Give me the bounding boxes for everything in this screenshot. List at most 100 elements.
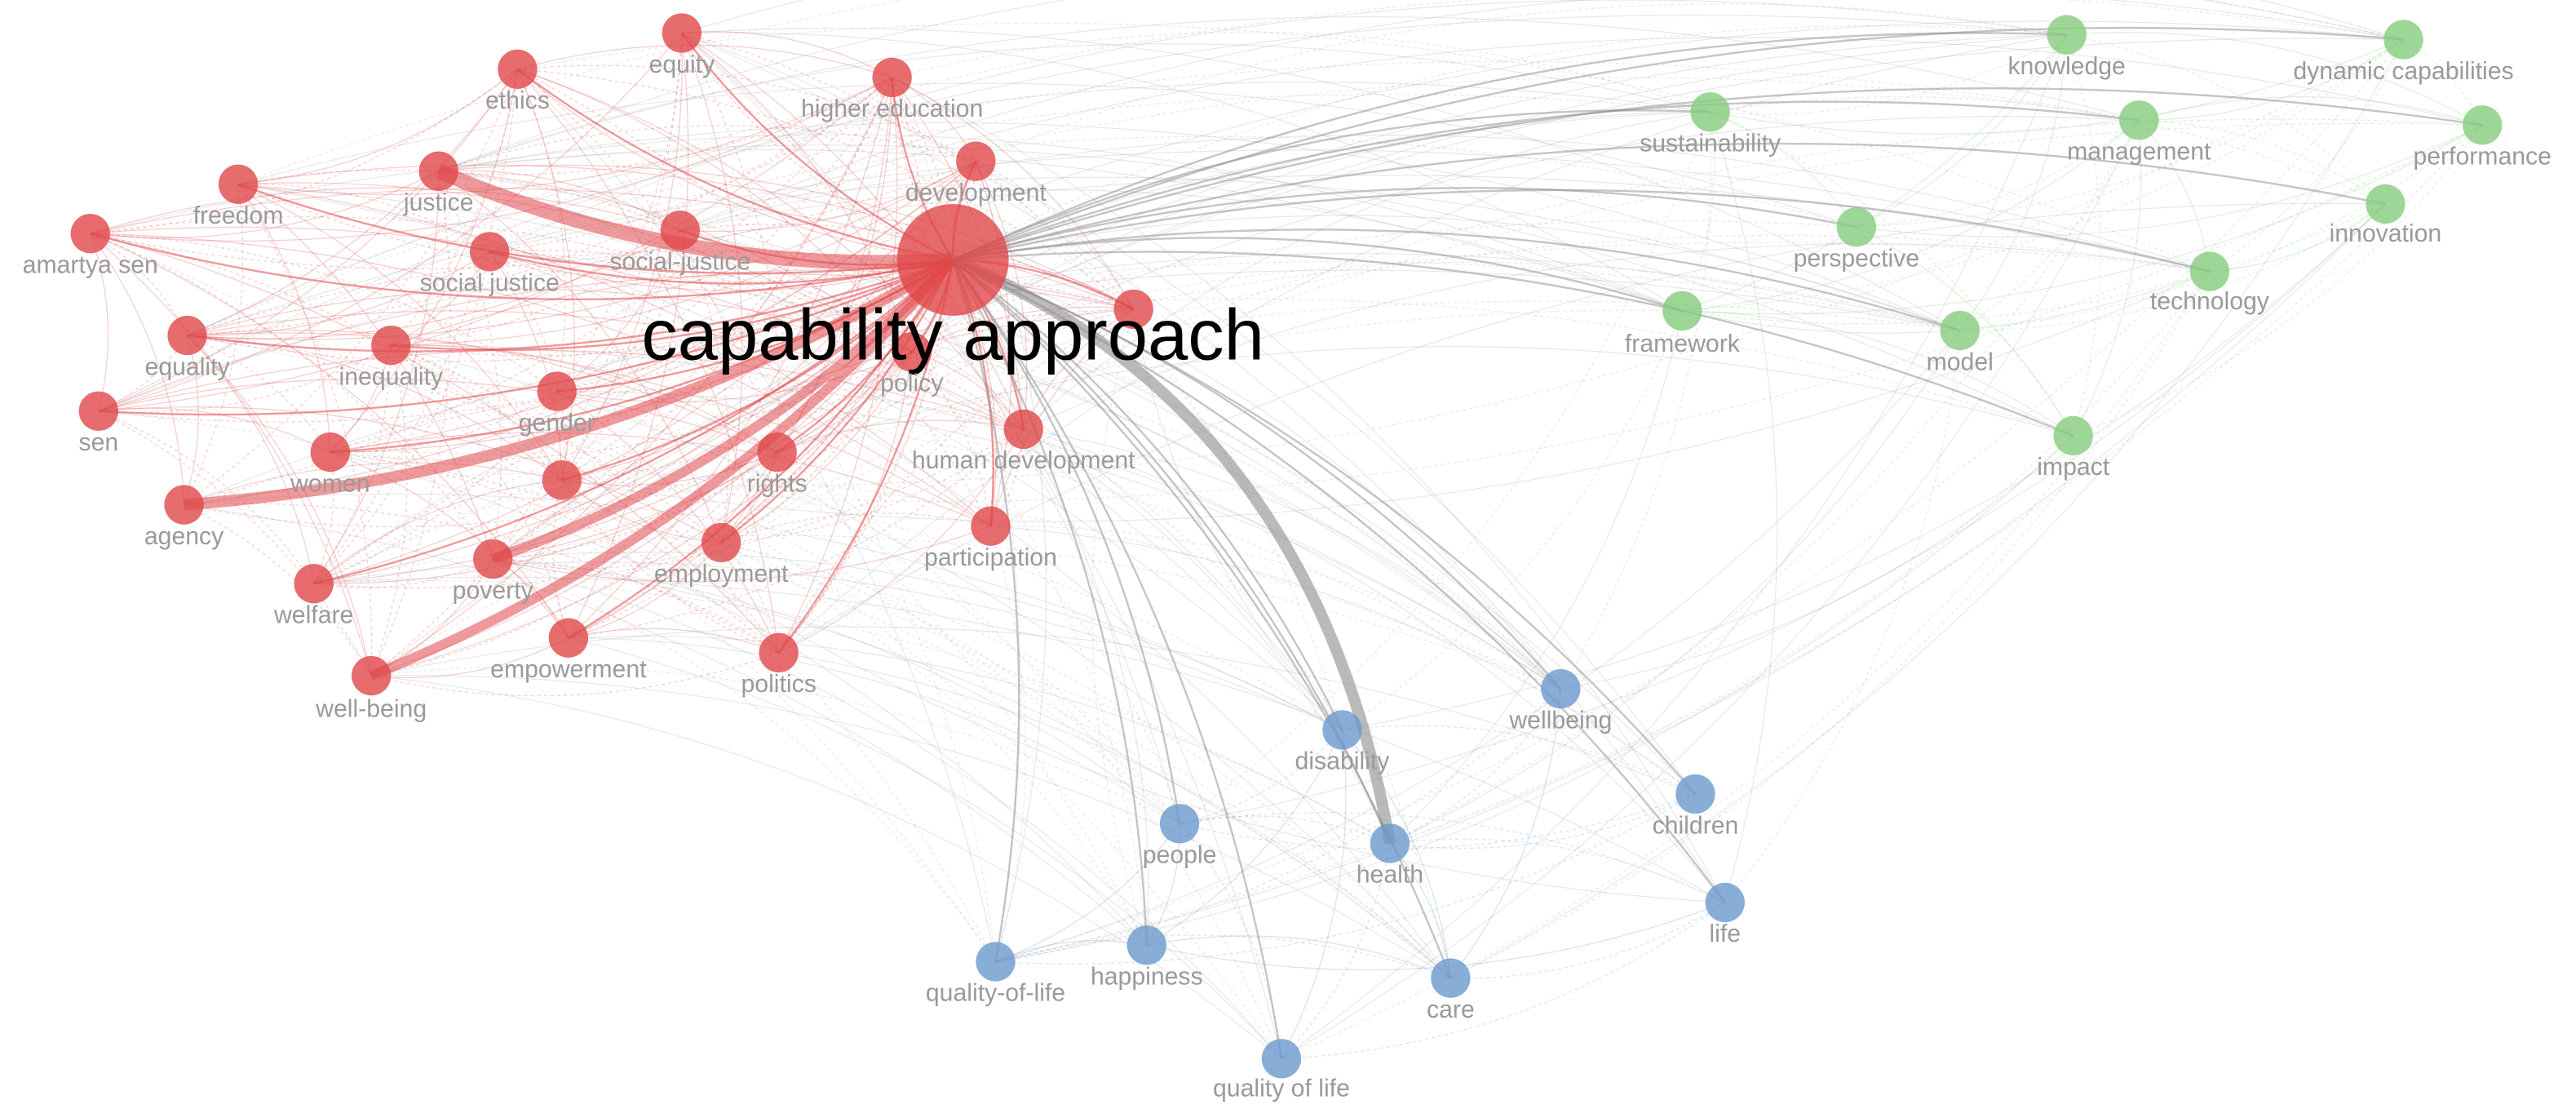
edge [681,0,2404,41]
edge [681,32,1726,903]
node-label: life [1709,921,1741,947]
node [1159,804,1200,844]
edge [90,216,913,353]
edge [369,256,957,681]
edge [184,504,1148,946]
edge [1281,843,1391,1059]
edge [2073,120,2142,437]
node-label: wellbeing [1508,707,1612,734]
edge [1023,428,1149,946]
edge [370,77,893,677]
edge [438,77,892,175]
edge [313,260,954,584]
edge [517,22,2211,273]
edge [952,109,1711,261]
edge [1450,689,1561,978]
node-label: policy [880,370,944,397]
edge [492,77,893,560]
edge [1023,243,2210,430]
edge [391,344,563,481]
edge [492,33,683,560]
edge [1023,308,1134,430]
edge [493,551,1343,730]
edge [556,390,1180,824]
node-label: welfare [273,601,353,628]
edge [313,428,1025,588]
edge [187,251,490,336]
node [537,371,577,411]
edge [561,479,1725,903]
edge [679,229,997,962]
node [971,506,1011,546]
edge [952,259,1561,690]
edge [313,479,562,584]
edge [720,512,991,543]
edge [1281,902,1726,1059]
edge [493,558,1282,1059]
edge [90,233,558,393]
edge [489,77,893,252]
edge [1710,111,1857,228]
edge [489,251,1451,978]
edge [438,144,2074,437]
edge [98,349,1024,430]
edge [568,259,954,639]
edge [1389,793,1696,849]
edge [516,69,997,962]
edge [1179,793,1696,850]
node [1940,310,1980,351]
edge [517,69,1025,430]
edge [184,77,893,506]
edge [391,344,997,962]
edge [184,69,518,506]
edge [98,410,315,584]
edge [187,335,722,543]
edge [1710,111,1778,903]
edge [1023,428,1391,844]
edge [90,233,109,411]
node-label: amartya sen [23,251,158,278]
edge [313,220,1857,584]
edge [679,37,2483,231]
edge [552,480,569,638]
node [542,460,582,500]
edge [2139,39,2404,121]
node [1126,925,1166,965]
node [976,942,1016,982]
edge [952,142,2386,261]
edge [98,69,518,412]
edge [995,203,2386,963]
edge [561,77,893,481]
edge [98,410,1451,979]
edge [313,242,2210,584]
node [956,141,996,181]
edge [90,171,440,238]
edge [681,28,1961,331]
edge [1710,33,2067,115]
edge [237,82,1857,228]
node [2047,15,2087,55]
edge [1179,111,1711,824]
node-label: well-being [315,695,427,722]
edge [778,260,954,654]
edge [391,344,1561,690]
node [310,432,350,472]
nodes [70,13,2503,1079]
edge [995,940,1147,962]
node [473,539,513,579]
edge [990,526,1696,795]
edge [568,637,1180,824]
node-label: dynamic capabilities [2293,58,2513,85]
edge [1179,812,1725,903]
edge [2139,96,2483,126]
node-label: happiness [1091,964,1203,991]
edge [568,260,954,639]
edge [370,260,954,677]
edge [720,542,1148,946]
edge [568,635,1391,844]
edge [2209,203,2386,273]
edge [975,161,1047,962]
edge [438,171,722,543]
edge [517,64,976,162]
edge [391,161,976,346]
